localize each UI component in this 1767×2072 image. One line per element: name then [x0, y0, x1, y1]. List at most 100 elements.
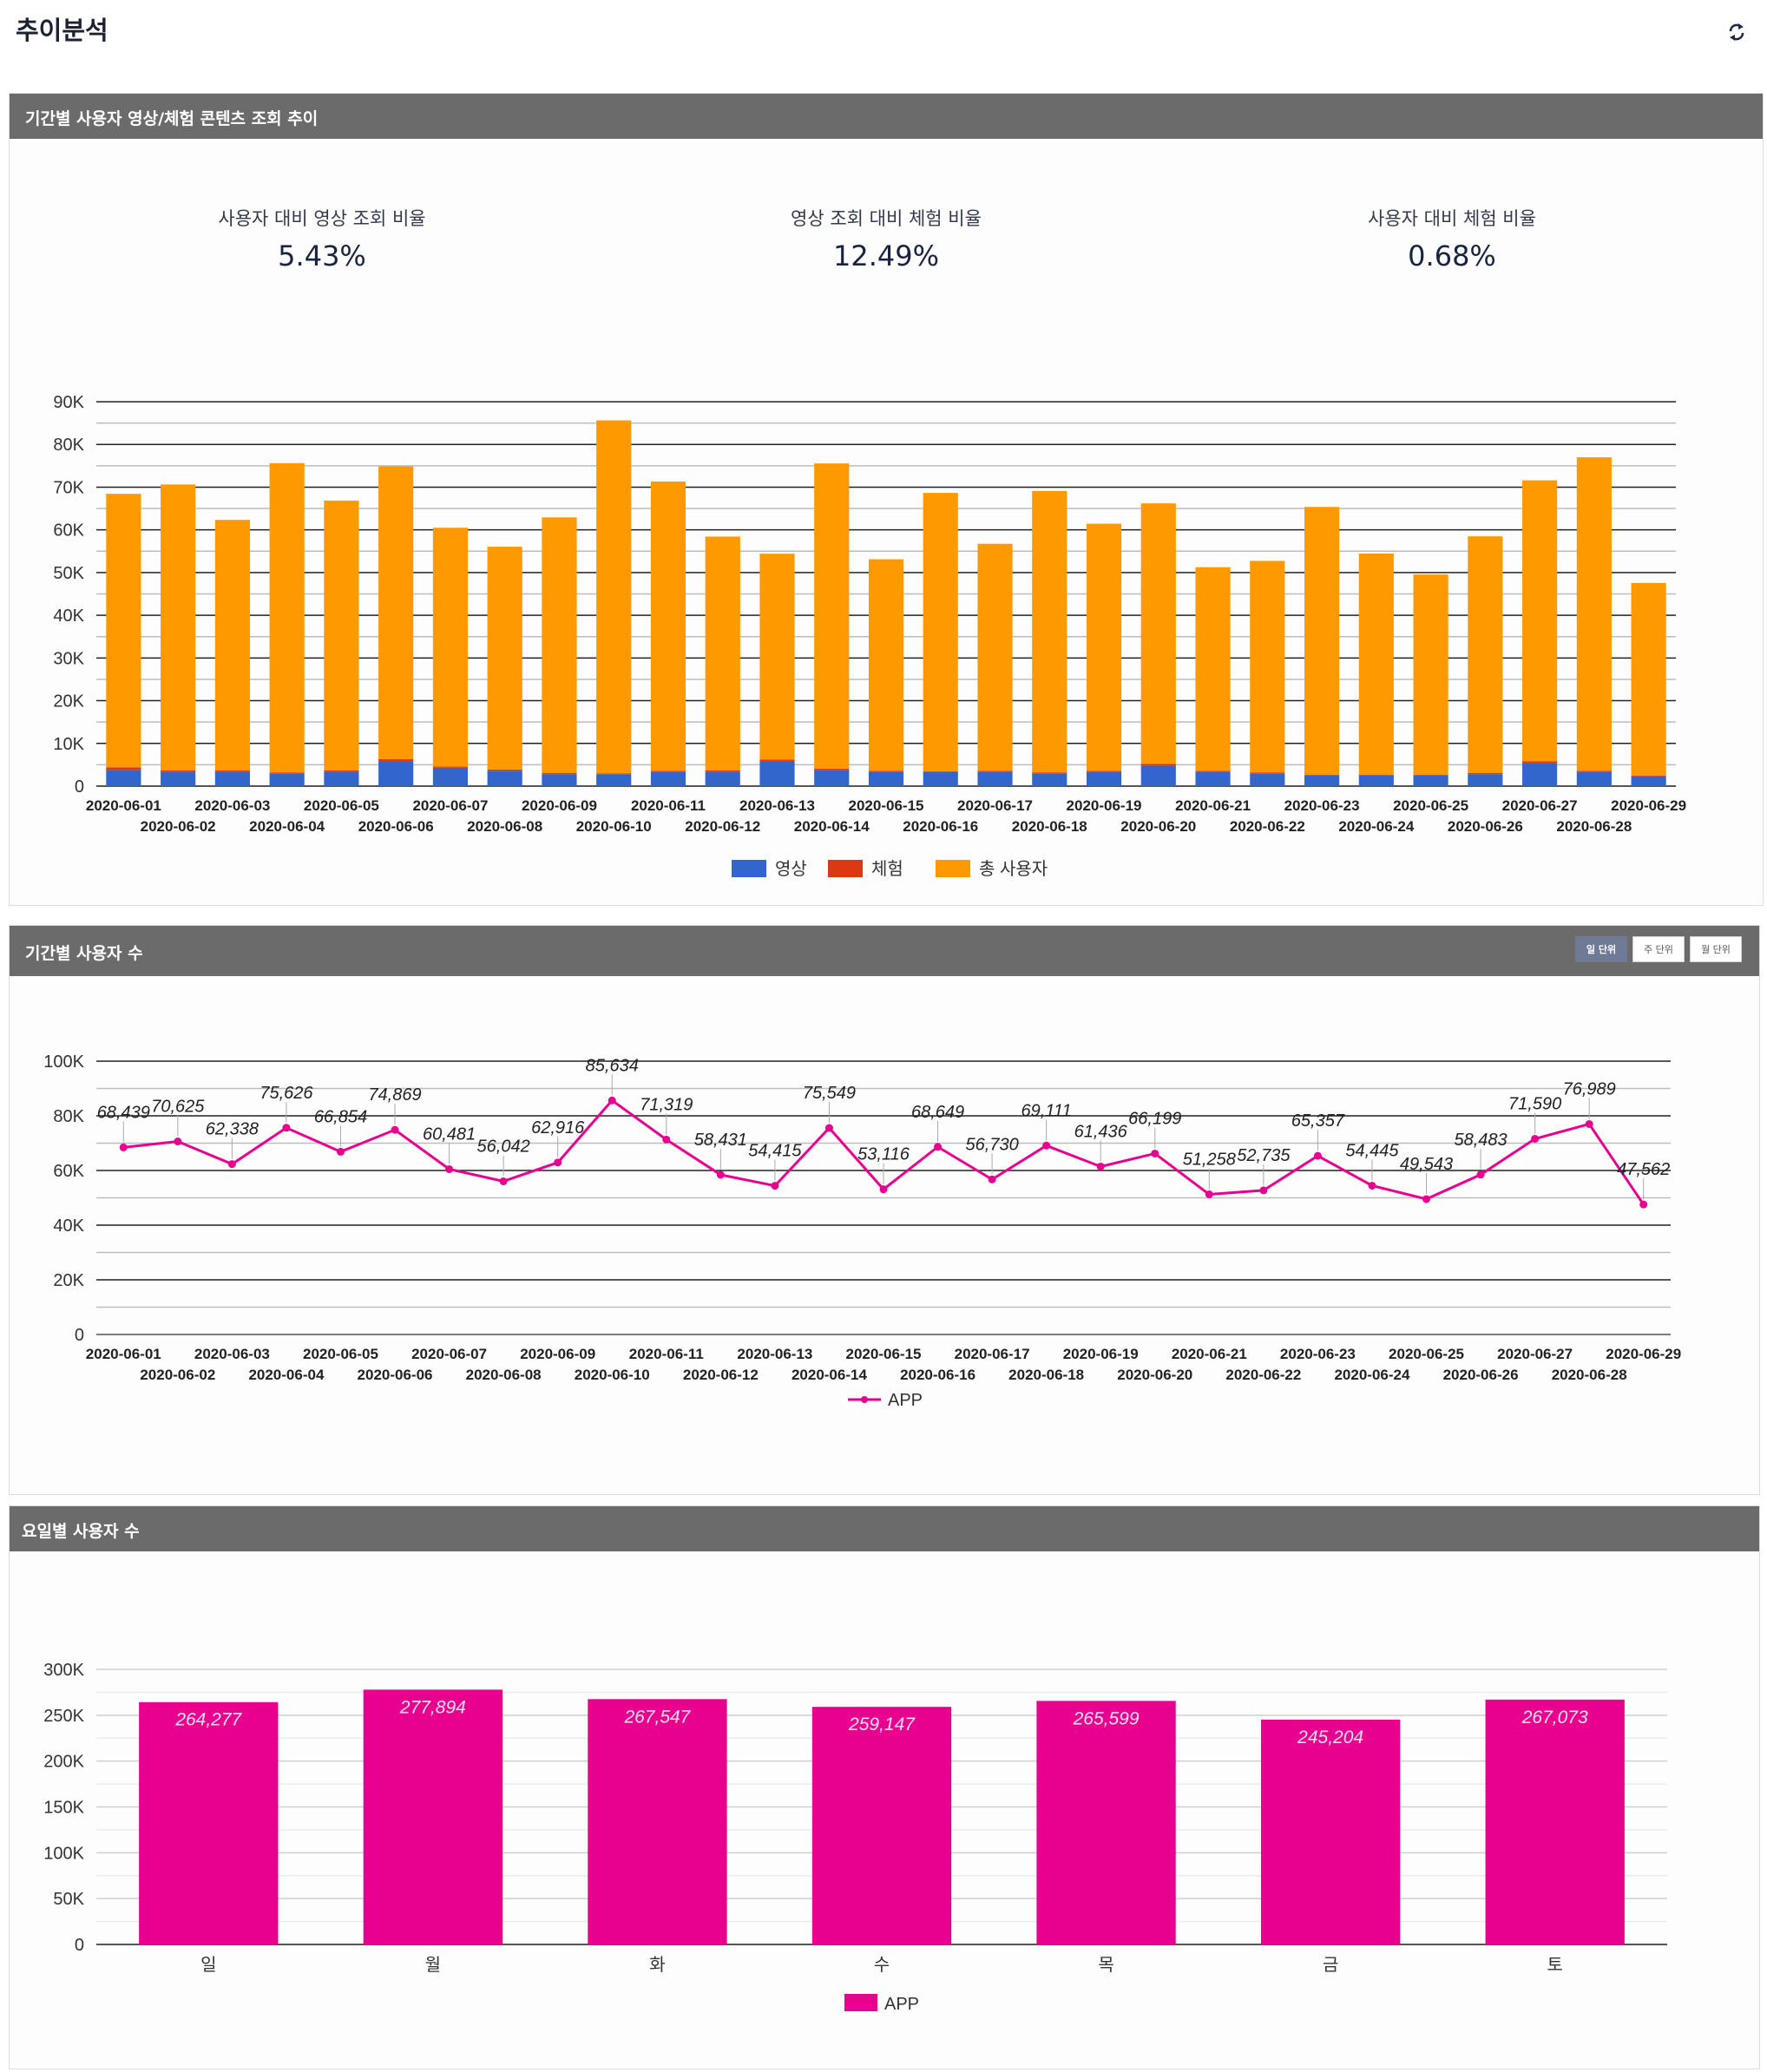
x-tick-label: 2020-06-02 [140, 1367, 215, 1383]
y-tick-label: 10K [53, 735, 84, 754]
bar-segment-total [759, 554, 795, 760]
weekly-unit-button[interactable]: 주 단위 [1632, 936, 1685, 962]
panel-header: 요일별 사용자 수 [10, 1506, 1759, 1551]
x-tick-label: 2020-06-14 [794, 818, 870, 835]
data-point [824, 1124, 833, 1132]
y-tick-label: 50K [53, 1890, 84, 1909]
x-tick-label: 2020-06-29 [1611, 797, 1686, 814]
bar [588, 1699, 727, 1944]
x-tick-label: 2020-06-09 [520, 1346, 595, 1362]
bar-segment-total [814, 463, 850, 769]
bar-segment-total [923, 493, 958, 771]
bar-segment-video [378, 761, 414, 786]
bar-segment-experience [1195, 770, 1231, 772]
stacked-bar-chart: 0 10K 20K 30K 40K 50K 60K 70K 80K 90K 2020-06-01 20… [53, 393, 1686, 879]
x-tick-label: 2020-06-23 [1280, 1346, 1356, 1362]
panel-header: 기간별 사용자 수 일 단위 주 단위 월 단위 [10, 926, 1759, 976]
x-tick-label: 2020-06-14 [792, 1367, 868, 1383]
x-tick-label: 2020-06-28 [1552, 1367, 1627, 1383]
bar-segment-video [1304, 775, 1340, 786]
data-label: 245,204 [1297, 1728, 1363, 1747]
bar-segment-experience [1522, 761, 1558, 764]
bar-segment-video [1195, 771, 1231, 786]
x-tick-label: 2020-06-18 [1008, 1367, 1084, 1383]
daily-unit-button[interactable]: 일 단위 [1575, 936, 1627, 962]
data-label: 52,735 [1237, 1146, 1291, 1165]
x-tick-label: 2020-06-03 [194, 1346, 270, 1362]
bar-segment-video [923, 771, 958, 786]
legend-marker [861, 1396, 868, 1403]
data-point [119, 1143, 128, 1151]
y-tick-label: 20K [53, 1271, 84, 1290]
bar-segment-total [1086, 523, 1122, 771]
data-label: 277,894 [399, 1697, 466, 1717]
legend-label: APP [888, 1391, 923, 1410]
x-tick-label: 2020-06-06 [358, 818, 434, 835]
bar-segment-experience [161, 770, 196, 772]
bar-segment-total [1522, 480, 1558, 762]
bar-segment-total [1413, 574, 1448, 775]
bar-segment-experience [269, 772, 305, 774]
y-tick-label: 100K [43, 1844, 84, 1863]
x-tick-label: 2020-06-08 [466, 1367, 542, 1383]
x-tick-label: 2020-06-13 [737, 1346, 812, 1362]
x-tick-label: 수 [874, 1956, 890, 1975]
bar-segment-video [432, 767, 469, 786]
y-tick-label: 40K [53, 1216, 84, 1236]
x-tick-label: 2020-06-15 [846, 1346, 922, 1362]
x-tick-label: 2020-06-03 [194, 797, 270, 814]
data-point [1585, 1119, 1593, 1128]
y-tick-label: 100K [43, 1052, 84, 1072]
bar [811, 1707, 952, 1944]
data-point [1259, 1186, 1268, 1195]
data-point [227, 1160, 236, 1169]
legend-label: 체험 [871, 859, 903, 879]
bar-segment-video [650, 771, 686, 786]
bar-segment-experience [106, 767, 141, 770]
data-label: 68,439 [97, 1103, 150, 1122]
data-label: 56,042 [477, 1137, 530, 1156]
y-tick-label: 40K [53, 607, 84, 626]
bar-segment-experience [923, 770, 958, 772]
x-tick-label: 2020-06-27 [1502, 797, 1578, 814]
x-tick-label: 2020-06-22 [1225, 1367, 1301, 1383]
x-tick-label: 목 [1098, 1956, 1113, 1975]
bar-segment-total [487, 547, 522, 770]
bar-segment-video [814, 770, 850, 786]
bar [139, 1702, 279, 1944]
data-point [1531, 1134, 1540, 1143]
refresh-button[interactable] [1725, 21, 1748, 43]
bar-segment-total [977, 543, 1013, 771]
x-tick-label: 2020-06-19 [1063, 1346, 1139, 1362]
bar-segment-video [161, 771, 196, 786]
page-title: 추이분석 [16, 16, 108, 45]
stat-value: 12.49% [832, 239, 939, 272]
bar-segment-video [868, 771, 904, 786]
bar-segment-experience [432, 766, 469, 768]
weekday-bar-chart: 0 50K 100K 150K 200K 250K 300K 264,277 일 277,894 월… [43, 1661, 1667, 2014]
data-label: 54,415 [748, 1142, 802, 1161]
bar-segment-total [1195, 567, 1231, 771]
bar-segment-total [269, 462, 305, 773]
legend-label: APP [884, 1995, 919, 2014]
monthly-unit-button[interactable]: 월 단위 [1690, 936, 1742, 962]
data-label: 61,436 [1074, 1122, 1128, 1141]
x-tick-label: 2020-06-28 [1556, 818, 1632, 835]
bar-segment-total [1576, 457, 1612, 771]
data-label: 62,916 [531, 1118, 585, 1138]
x-tick-label: 2020-06-22 [1230, 818, 1305, 835]
legend-swatch [936, 860, 970, 877]
bar-segment-video [542, 774, 577, 786]
bar-segment-total [1358, 554, 1394, 775]
x-tick-label: 2020-06-21 [1175, 797, 1251, 814]
bar-segment-experience [868, 770, 904, 772]
x-tick-label: 2020-06-02 [141, 818, 216, 835]
x-tick-label: 2020-06-16 [900, 1367, 975, 1383]
data-label: 58,483 [1454, 1131, 1507, 1150]
bar-segment-total [650, 481, 686, 771]
stat-label: 사용자 대비 체험 비율 [1368, 208, 1536, 229]
bar-segment-total [106, 494, 141, 768]
y-tick-label: 250K [43, 1707, 84, 1726]
bar-segment-experience [1468, 772, 1503, 775]
data-label: 62,338 [206, 1120, 259, 1139]
